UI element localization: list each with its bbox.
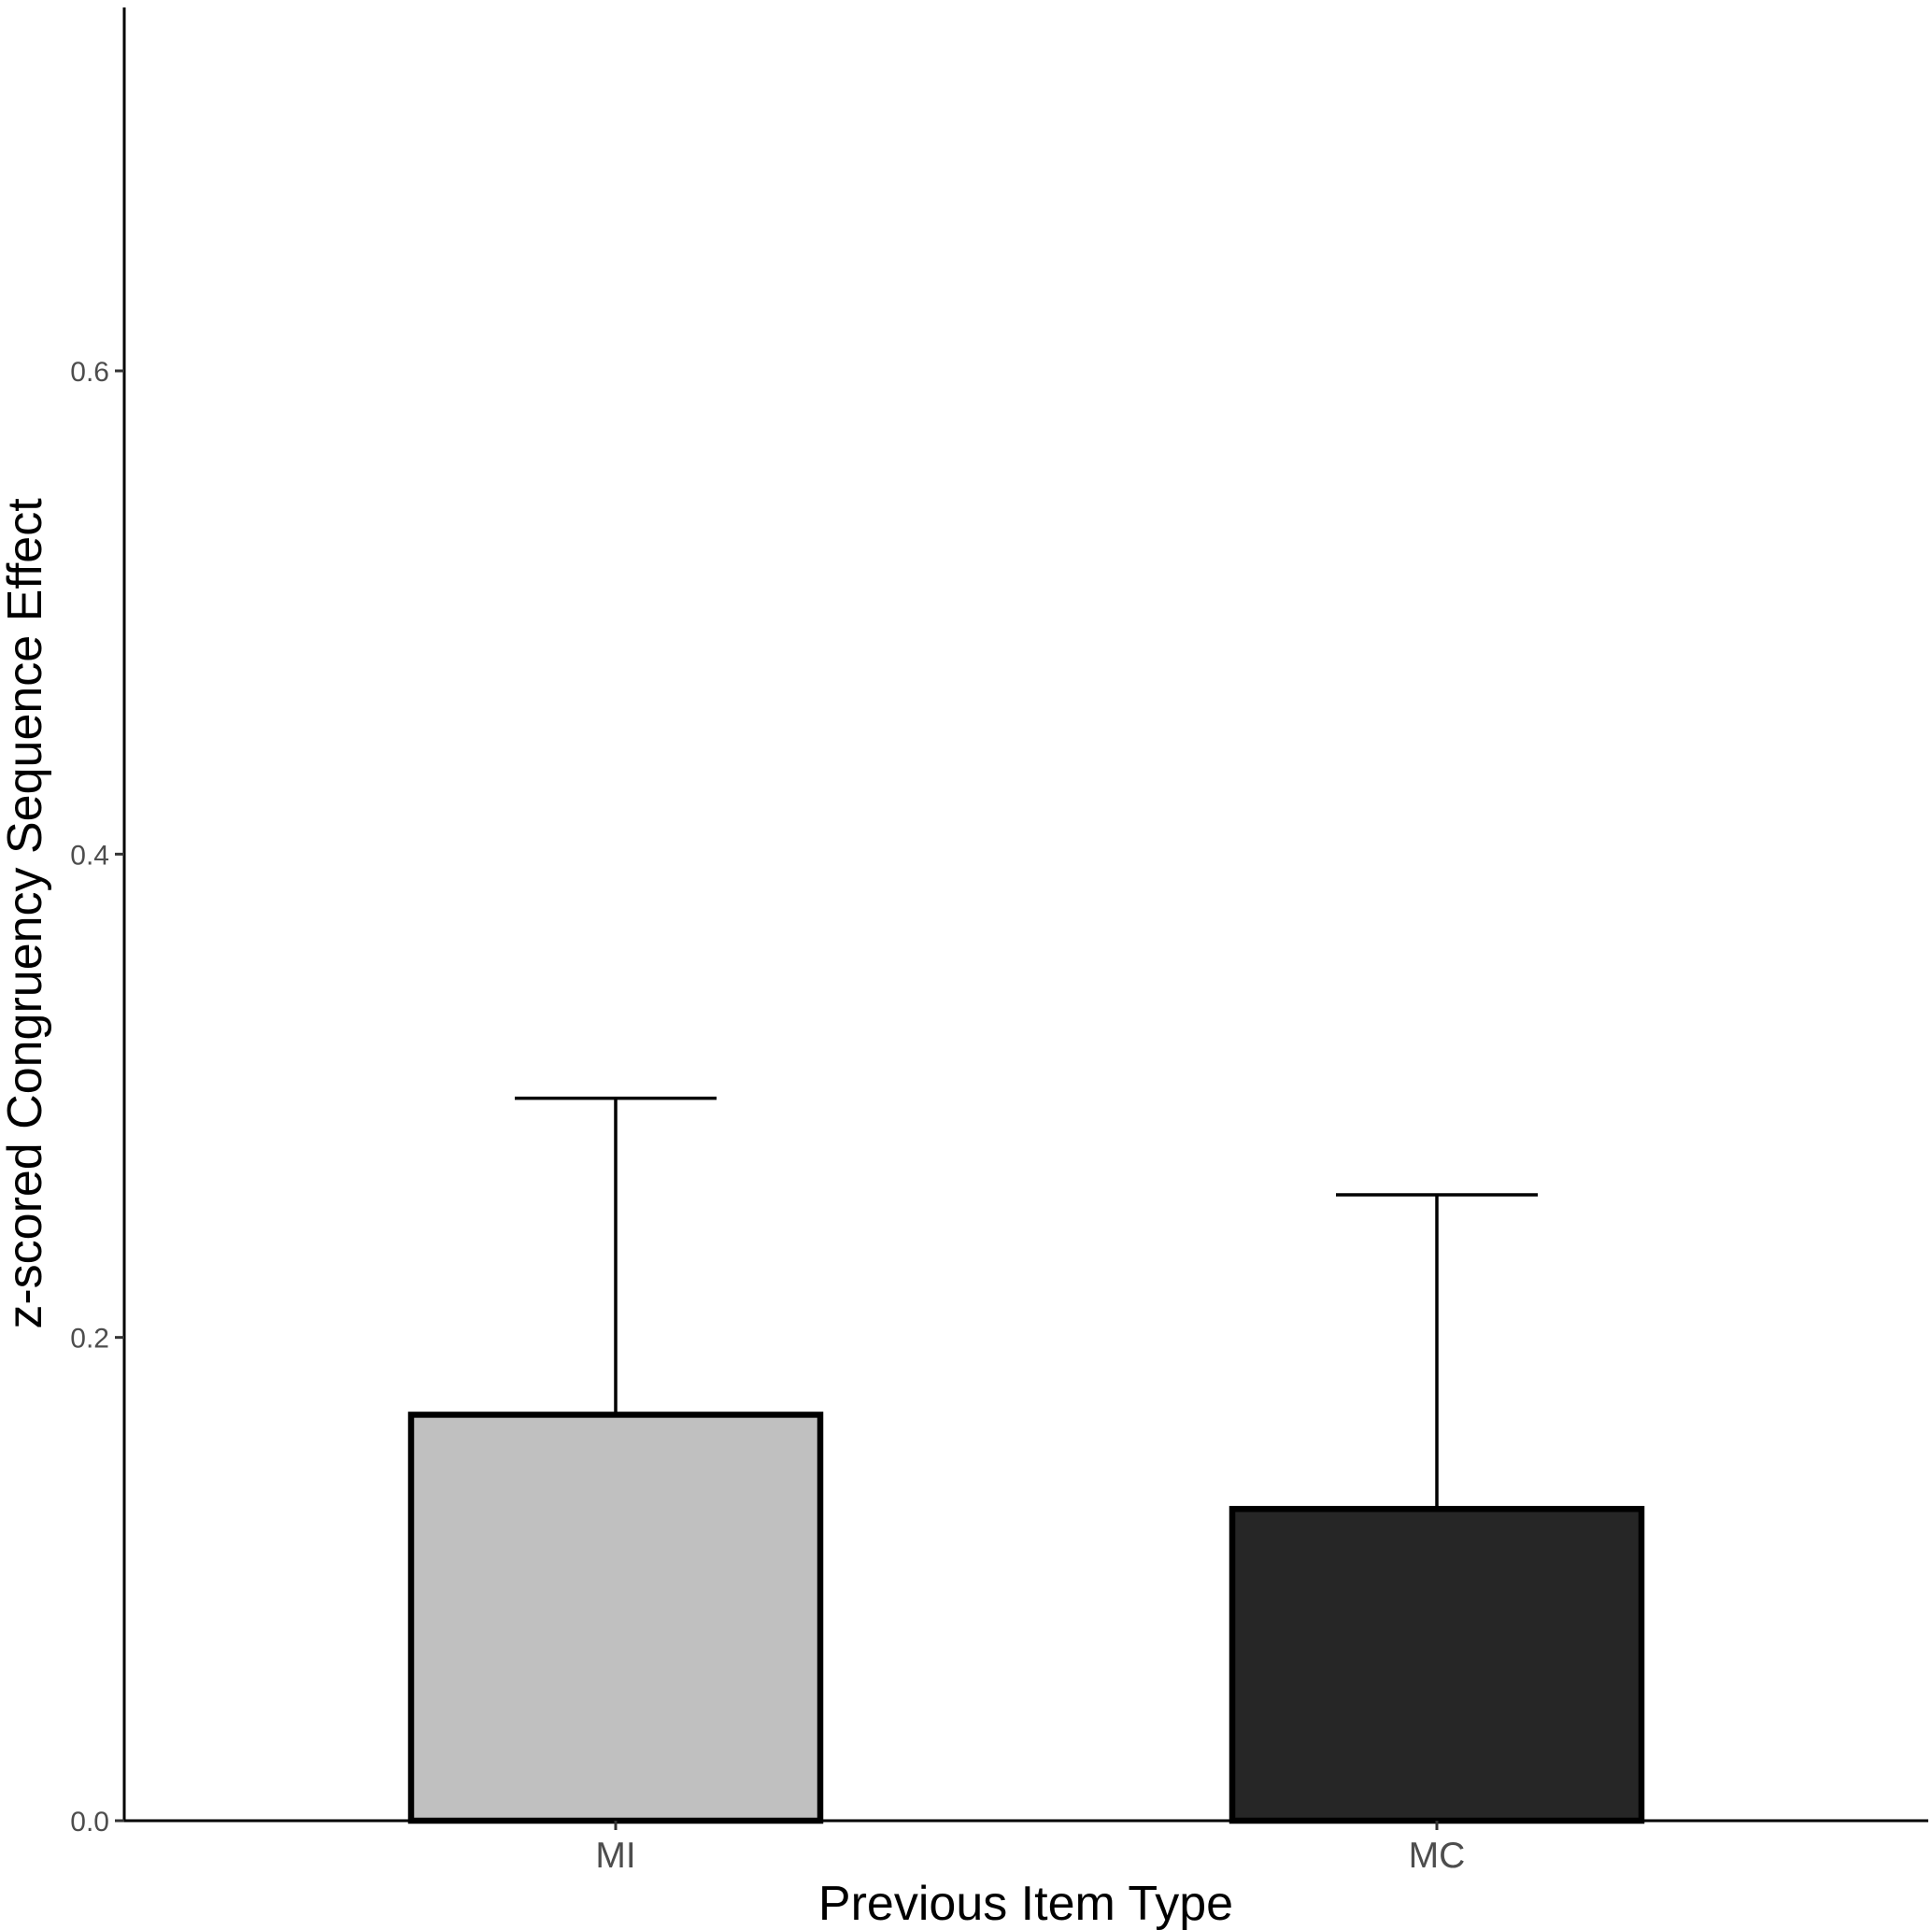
y-tick-label: 0.0 [70,1807,109,1838]
axes-layer [122,7,1928,1823]
x-ticks-layer: MI MC [595,1821,1465,1876]
y-tick-label: 0.4 [70,840,109,871]
y-ticks-layer: 0.0 0.2 0.4 0.6 [70,357,124,1838]
y-tick-label: 0.6 [70,357,109,388]
bar-mi [407,1412,824,1824]
error-bars-layer [515,1096,1538,1510]
y-tick-label: 0.2 [70,1324,109,1355]
bars-layer [407,1412,1645,1824]
x-tick-label: MC [1409,1836,1466,1876]
x-tick-label: MI [595,1836,635,1876]
bar-mc [1229,1506,1645,1824]
y-axis-title: z-scored Congruency Sequence Effect [0,498,52,1329]
x-axis-title: Previous Item Type [818,1877,1233,1930]
